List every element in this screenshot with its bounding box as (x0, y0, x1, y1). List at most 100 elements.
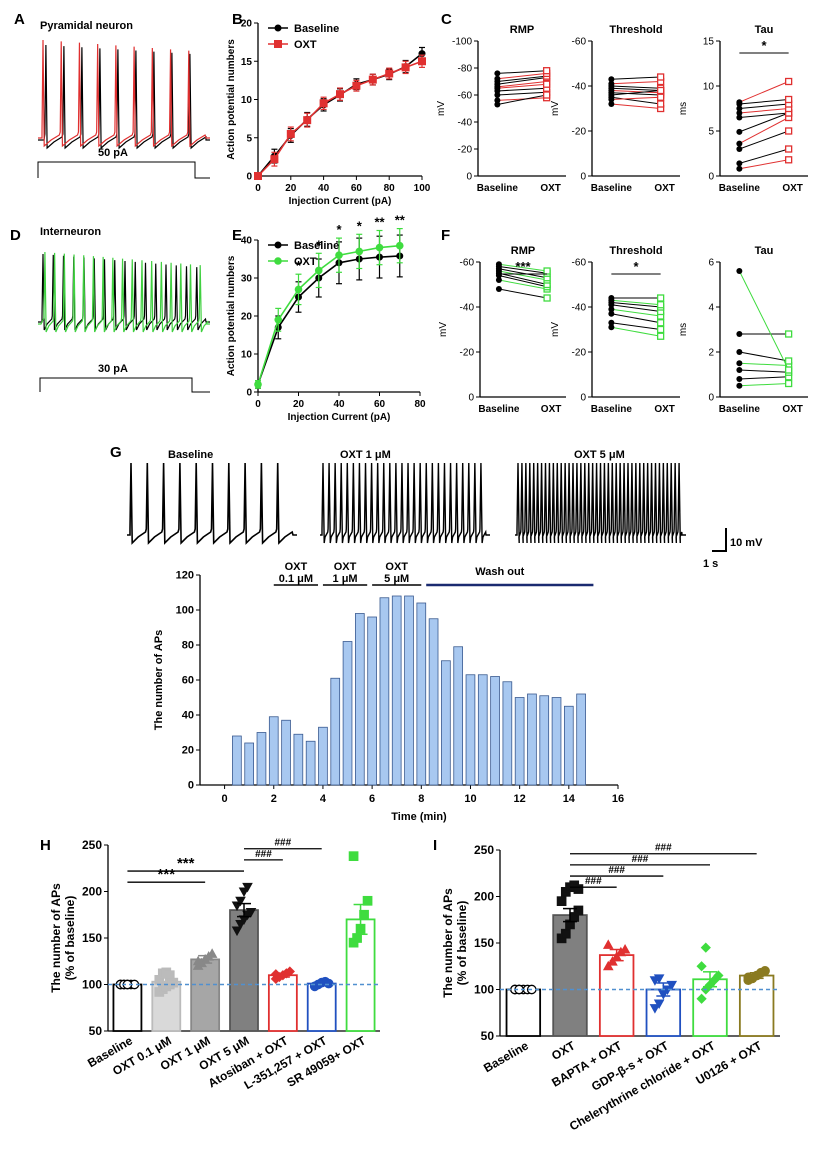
panel-c-y-tick-label: 15 (703, 37, 715, 48)
panel-f-subplot-title: Threshold (609, 245, 662, 257)
panel-e-x-label: Injection Current (pA) (288, 412, 391, 423)
panel-g-trace-oxt1 (320, 462, 490, 544)
panel-c-pair-line (497, 76, 547, 85)
panel-h-y-tick-label: 50 (89, 1024, 103, 1038)
panel-i-chart: 50 100 150 200 250 The number of APs (% of bas… (441, 843, 780, 1133)
panel-c-y-tick-label: -20 (458, 145, 473, 156)
panel-f-point-baseline (608, 324, 615, 331)
panel-a-trace-oxt (38, 39, 210, 148)
panel-g-y-tick-label: 100 (176, 605, 194, 617)
panel-h-comparison-label: ### (255, 849, 272, 860)
panel-e-y-tick-label: 20 (241, 312, 253, 323)
panel-e-point-oxt (254, 380, 262, 389)
panel-c-point-oxt (784, 95, 793, 104)
panel-g-x-tick-label: 16 (612, 793, 624, 805)
panel-e-chart: 0 10 20 30 40 0 20 40 60 80 Injection Current (pA)… (226, 213, 426, 423)
panel-i-data-point (573, 884, 584, 894)
panel-c-y-label: mV (550, 101, 561, 116)
panel-e-legend-label: OXT (294, 256, 317, 268)
panel-c-pair-line (611, 76, 661, 80)
panel-c-pair-line (739, 99, 789, 105)
panel-c-point-baseline (494, 75, 501, 82)
panel-f-pair-line (611, 313, 661, 324)
panel-c-y-tick-label: -80 (458, 64, 473, 75)
panel-f-y-tick-label: -60 (460, 258, 475, 269)
panel-f-pair-line (739, 383, 789, 387)
panel-b-x-tick-label: 40 (318, 183, 330, 194)
panel-f-pair-line (611, 302, 661, 308)
panel-c-point-baseline (736, 114, 743, 121)
panel-g-x-tick-label: 4 (320, 793, 327, 805)
panel-e-x-tick-label: 0 (255, 399, 261, 410)
panel-g-bar (502, 681, 513, 786)
panel-g-period-label: OXT (385, 561, 408, 573)
panel-h-chart: 50 100 150 200 250 The number of APs (% of bas… (49, 838, 380, 1092)
panel-f-point-baseline (736, 382, 743, 389)
panel-b-point-oxt (385, 69, 394, 78)
panel-g-y-label: The number of APs (153, 630, 165, 730)
panel-h-comparison-label: ### (275, 838, 292, 849)
panel-h-data-point (235, 896, 246, 907)
panel-f-y-label: mV (438, 322, 449, 337)
panel-e-significance: * (316, 237, 322, 252)
panel-b-x-tick-label: 0 (255, 183, 261, 194)
panel-f-point-baseline (495, 261, 502, 268)
panel-e-significance: ** (374, 215, 385, 230)
panel-h-bar (306, 982, 337, 1032)
panel-letter-e: E (232, 227, 242, 244)
panel-e-y-tick-label: 30 (241, 274, 253, 285)
panel-i-data-point (653, 999, 665, 1009)
panel-h-bar (229, 909, 259, 1032)
panel-e-y-label: Action potential numbers (226, 255, 237, 376)
panel-c-y-tick-label: 10 (703, 82, 715, 93)
panel-f-point-baseline (736, 367, 743, 373)
panel-h-y-label-unit: (% of baseline) (63, 896, 77, 981)
panel-e-point-oxt (395, 241, 404, 250)
panel-g-x-tick-label: 14 (563, 793, 576, 805)
panel-i-data-point (602, 960, 614, 971)
panel-f-point-oxt (784, 357, 793, 365)
panel-c-pair-line (611, 96, 661, 100)
panel-i-category-label: Baseline (481, 1038, 531, 1075)
panel-g-bar (514, 697, 525, 786)
panel-e-significance: * (336, 222, 342, 237)
panel-c-sig-label: * (761, 38, 767, 53)
panel-c-pair-line (497, 97, 547, 101)
panel-f-point-baseline (608, 306, 615, 313)
panel-e-x-tick-label: 60 (374, 399, 386, 410)
panel-f-pair-line (739, 369, 789, 373)
panel-c-point-baseline (736, 165, 743, 172)
panel-g-bar (551, 697, 562, 786)
panel-g-scale-mv: 10 mV (730, 537, 763, 549)
panel-letter-i: I (433, 837, 437, 854)
panel-letter-b: B (232, 11, 243, 28)
panel-h-y-tick-label: 100 (82, 978, 102, 992)
panel-c-y-tick-label: 0 (580, 172, 586, 183)
panel-i-y-tick-label: 50 (481, 1029, 495, 1043)
panel-e-point-oxt (274, 316, 283, 324)
panel-c-point-baseline (736, 146, 743, 152)
panel-letter-g: G (110, 444, 122, 461)
panel-c-point-oxt (784, 156, 793, 164)
panel-e-y-tick-label: 40 (241, 236, 253, 247)
panel-g-trace-label-oxt1: OXT 1 μM (340, 449, 391, 461)
panel-f-y-tick-label: -40 (460, 303, 475, 314)
panel-f-pair-line (739, 376, 789, 380)
panel-f-point-baseline (495, 277, 502, 283)
panel-c-y-tick-label: -60 (572, 37, 587, 48)
panel-i-y-label-unit: (% of baseline) (455, 901, 469, 986)
panel-i-data-point (649, 1004, 661, 1014)
panel-i-data-point (700, 942, 711, 953)
panel-g-bar (318, 726, 328, 786)
panel-c-pair-line (611, 81, 661, 85)
panel-e-point-oxt (335, 251, 343, 259)
panel-b-legend-marker (274, 40, 282, 48)
panel-f-point-baseline (608, 295, 615, 301)
panel-c-pair-line (739, 159, 789, 170)
panel-c-pair-line (497, 94, 547, 105)
panel-c-point-baseline (608, 92, 615, 98)
panel-c-subplot-title: Threshold (609, 24, 662, 36)
panel-c-pair-line (611, 90, 661, 94)
panel-g-period-washout: Wash out (475, 566, 524, 578)
panel-f-point-oxt (656, 301, 665, 309)
